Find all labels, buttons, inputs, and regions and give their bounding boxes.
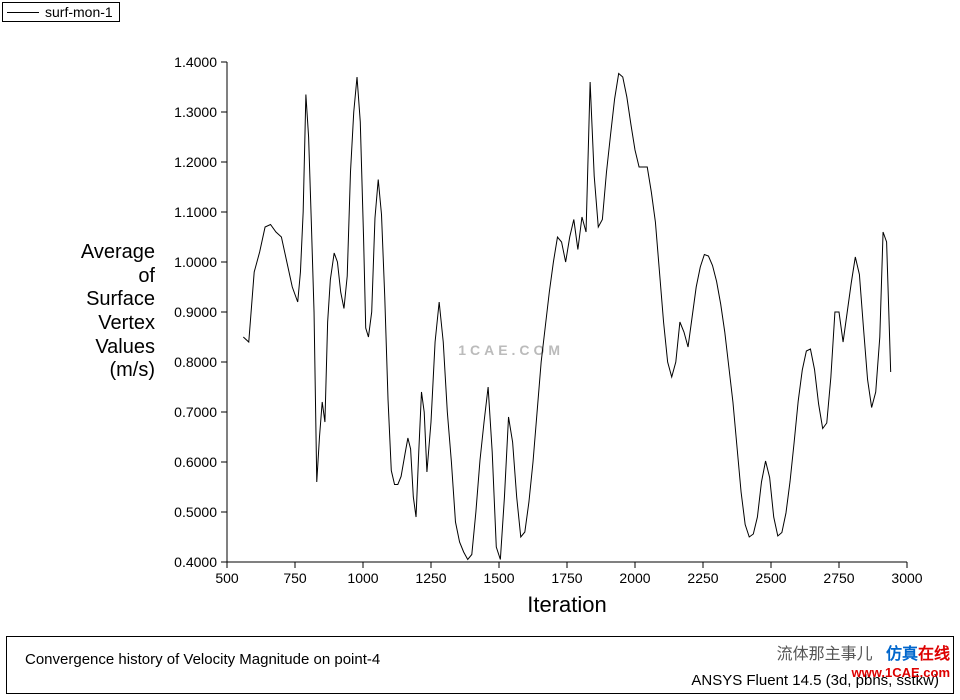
overlay-branding: 流体那主事儿 仿真在线 www.1CAE.com [777,640,950,682]
y-tick-label: 1.2000 [174,154,217,170]
overlay-url: www.1CAE.com [852,665,950,680]
y-tick-label: 0.8000 [174,354,217,370]
x-tick-label: 2500 [751,570,791,586]
footer-title: Convergence history of Velocity Magnitud… [25,651,380,668]
x-tick-label: 2000 [615,570,655,586]
y-tick-label: 0.9000 [174,304,217,320]
line-chart [0,0,960,640]
x-tick-label: 3000 [887,570,927,586]
y-tick-label: 1.3000 [174,104,217,120]
y-tick-label: 0.6000 [174,454,217,470]
overlay-link-prefix: 仿真 [886,646,918,663]
overlay-link-suffix: 在线 [918,646,950,663]
y-tick-label: 0.7000 [174,404,217,420]
x-tick-label: 2750 [819,570,859,586]
x-tick-label: 1250 [411,570,451,586]
y-tick-label: 1.0000 [174,254,217,270]
x-tick-label: 1500 [479,570,519,586]
y-tick-label: 0.4000 [174,554,217,570]
x-tick-label: 1750 [547,570,587,586]
x-tick-label: 500 [207,570,247,586]
x-tick-label: 2250 [683,570,723,586]
y-tick-label: 0.5000 [174,504,217,520]
x-tick-label: 750 [275,570,315,586]
y-tick-label: 1.1000 [174,204,217,220]
x-tick-label: 1000 [343,570,383,586]
overlay-cn: 流体那主事儿 [777,646,873,663]
y-tick-label: 1.4000 [174,54,217,70]
